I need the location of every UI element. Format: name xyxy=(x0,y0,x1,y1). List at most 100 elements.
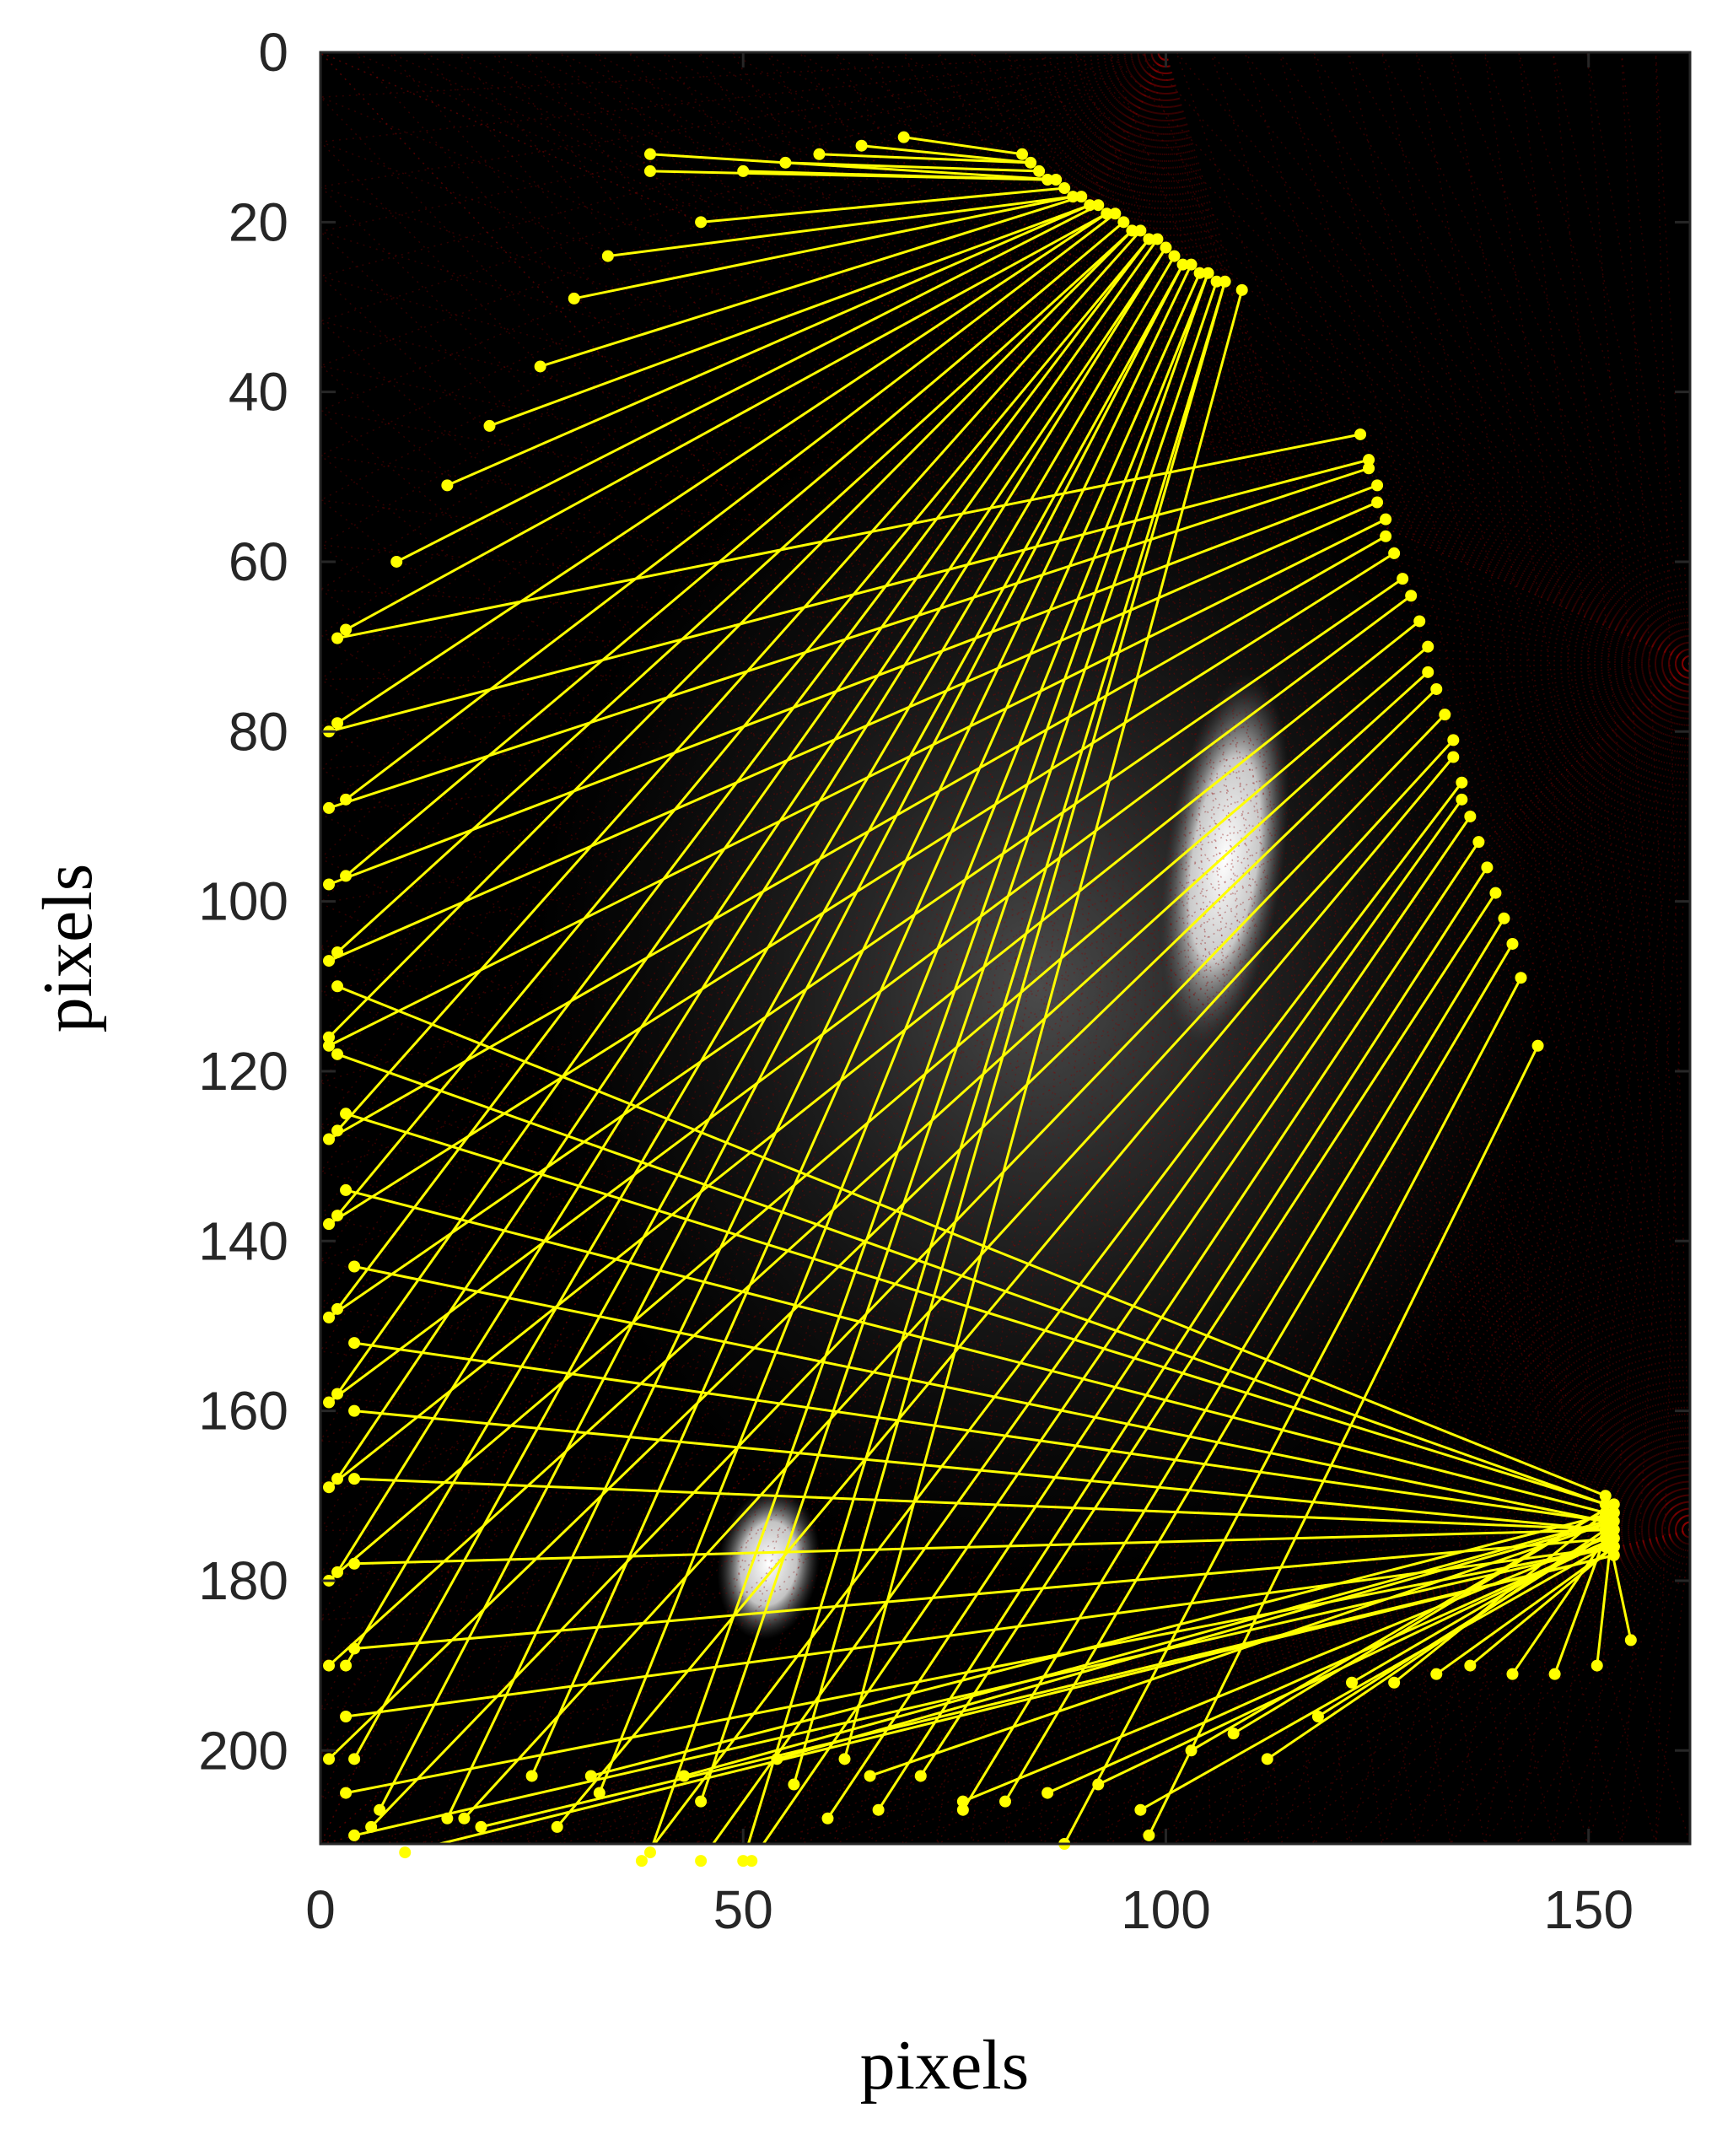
end-point xyxy=(1261,1753,1273,1765)
fan-line xyxy=(1586,1529,1690,1844)
fan-line xyxy=(1142,1528,1690,1844)
hub-point xyxy=(1363,462,1375,475)
fan-line xyxy=(1450,52,1690,665)
y-tick-label: 180 xyxy=(198,1550,288,1611)
y-tick-label: 20 xyxy=(229,191,288,252)
ray-line xyxy=(962,1537,1607,1803)
y-tick-label: 60 xyxy=(229,531,288,592)
fan-line xyxy=(320,321,1690,1531)
fan-line xyxy=(320,455,1690,665)
hub-point xyxy=(1481,861,1494,874)
hub-point xyxy=(1607,1549,1620,1561)
ray-line xyxy=(336,984,1607,1497)
fan-line xyxy=(388,663,1690,1844)
ray-line xyxy=(861,144,1031,164)
ray-line xyxy=(1393,1512,1607,1684)
fan-line xyxy=(1004,52,1690,1530)
hub-point xyxy=(1607,1515,1620,1528)
ray-line xyxy=(1469,1545,1615,1667)
end-point xyxy=(897,131,910,143)
ray-line xyxy=(327,687,1438,1760)
end-point xyxy=(390,555,403,568)
ray-line xyxy=(481,1554,1615,1829)
end-point xyxy=(331,1124,344,1137)
fan-line xyxy=(936,52,1167,1844)
y-tick-label: 80 xyxy=(229,701,288,762)
fan-line xyxy=(1518,52,1690,1530)
hub-point xyxy=(1371,496,1384,509)
end-point xyxy=(643,164,656,177)
hub-point xyxy=(1607,1498,1620,1511)
end-point xyxy=(340,623,353,636)
fan-line xyxy=(765,1528,1690,1844)
fan-line xyxy=(320,186,1690,665)
hub-point xyxy=(1067,191,1079,203)
end-point xyxy=(348,1753,361,1765)
fan-line xyxy=(559,663,1690,1844)
end-point xyxy=(323,801,336,814)
end-point xyxy=(1134,1803,1147,1816)
fan-line xyxy=(320,678,1690,1531)
hub-point xyxy=(1016,148,1029,160)
ray-line xyxy=(488,203,1090,428)
end-point xyxy=(331,1388,344,1400)
end-point xyxy=(331,1473,344,1485)
ray-line xyxy=(345,213,1117,801)
fan-line xyxy=(628,1528,1690,1844)
end-point xyxy=(340,1659,353,1672)
fan-line xyxy=(320,52,1166,546)
end-point xyxy=(340,1787,353,1799)
end-point xyxy=(323,1481,336,1494)
ray-line xyxy=(1232,1503,1615,1735)
ray-line xyxy=(328,671,1429,1667)
fan-line xyxy=(320,544,1690,1531)
fan-line xyxy=(765,52,1167,1844)
hub-point xyxy=(1235,283,1248,296)
x-tick-label: 0 xyxy=(305,1879,336,1940)
hub-point xyxy=(1456,793,1468,806)
fan-line xyxy=(971,1528,1690,1844)
fan-line xyxy=(456,663,1690,1844)
fan-line xyxy=(627,52,1167,1844)
fan-line xyxy=(320,52,1166,412)
hub-point xyxy=(1515,972,1527,984)
fan-line xyxy=(320,52,1167,904)
end-point xyxy=(695,1855,708,1868)
end-point xyxy=(635,1855,648,1868)
hub-point xyxy=(1607,1540,1620,1553)
fan-line xyxy=(1244,52,1690,665)
hub-point xyxy=(1160,241,1172,254)
end-point xyxy=(348,1829,361,1841)
plot-frame xyxy=(319,51,1692,1846)
hub-point xyxy=(1058,182,1071,195)
ray-line xyxy=(651,272,1210,1844)
fan-line xyxy=(320,141,1690,1531)
end-point xyxy=(534,360,546,373)
end-point xyxy=(323,878,336,891)
end-point xyxy=(956,1803,969,1816)
end-point xyxy=(323,1133,336,1145)
hub-point xyxy=(1143,233,1155,245)
fan-line xyxy=(1312,52,1690,665)
end-point xyxy=(737,164,750,177)
fan-line xyxy=(320,663,1690,815)
end-point xyxy=(643,1846,656,1859)
end-point xyxy=(348,1557,361,1570)
end-point xyxy=(779,156,792,169)
hub-point xyxy=(1599,1515,1612,1528)
fan-line xyxy=(1244,663,1690,1844)
x-axis-label: pixels xyxy=(860,2026,1030,2105)
end-point xyxy=(331,980,344,993)
ray-line xyxy=(336,213,1108,725)
fan-line xyxy=(1244,52,1690,1530)
end-point xyxy=(695,1795,708,1808)
end-point xyxy=(1227,1727,1240,1740)
fan-line xyxy=(1278,52,1690,665)
hub-point xyxy=(1456,776,1468,789)
fan-line xyxy=(833,52,1167,1844)
ray-line xyxy=(1148,1045,1539,1836)
ray-line xyxy=(1139,1545,1607,1812)
end-point xyxy=(340,870,353,882)
ray-line xyxy=(843,289,1244,1760)
